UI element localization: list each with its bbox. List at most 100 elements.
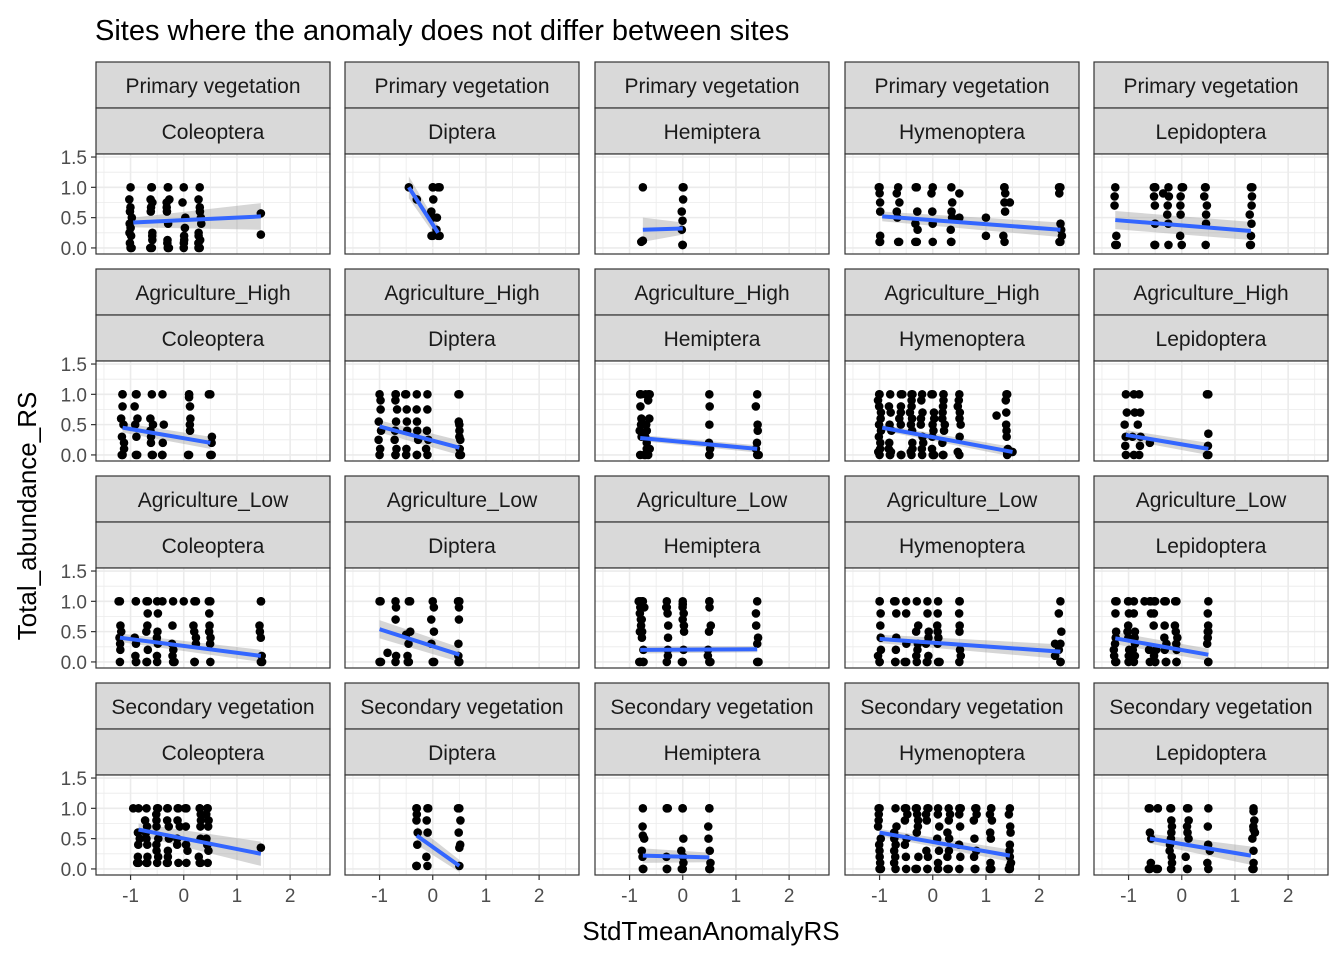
data-point	[1204, 804, 1213, 813]
data-point	[455, 420, 464, 429]
data-point	[374, 417, 384, 426]
strip-col	[594, 107, 830, 155]
data-point	[256, 843, 266, 853]
y-tick-label: 1.0	[61, 799, 87, 820]
data-point	[128, 804, 138, 813]
data-point	[203, 804, 212, 813]
strip-row	[594, 475, 830, 523]
data-point	[912, 657, 922, 667]
data-point	[705, 846, 715, 856]
data-point	[1005, 861, 1015, 871]
facet-panel: Secondary vegetation Hemiptera -1 0 1 2	[594, 682, 830, 907]
data-point	[115, 597, 125, 606]
data-point	[428, 597, 438, 606]
data-point	[1000, 183, 1009, 192]
data-point	[914, 852, 923, 862]
data-point	[1249, 807, 1258, 816]
data-point	[1110, 597, 1120, 606]
data-point	[134, 858, 143, 868]
x-tick-label: 2	[534, 886, 545, 907]
facet-panel: Secondary vegetation Hymenoptera -1 0 1 2	[844, 682, 1080, 907]
x-tick-label: 0	[677, 886, 688, 907]
data-point	[1166, 864, 1176, 874]
data-point	[933, 597, 943, 606]
data-point	[1160, 633, 1169, 642]
data-point	[955, 627, 964, 636]
data-point	[185, 402, 195, 411]
data-point	[955, 189, 964, 198]
data-point	[1005, 822, 1015, 831]
fit-line	[122, 425, 211, 445]
data-point	[194, 228, 203, 238]
data-point	[913, 822, 923, 831]
data-point	[1170, 621, 1180, 630]
strip-col-label: Lepidoptera	[1156, 328, 1267, 351]
data-point	[916, 420, 926, 429]
data-point	[932, 621, 942, 630]
data-point	[412, 426, 422, 435]
data-point	[455, 843, 464, 853]
data-point	[118, 402, 127, 411]
data-point	[433, 183, 443, 192]
x-tick-label: -1	[122, 886, 139, 907]
data-point	[901, 609, 911, 618]
data-point	[924, 633, 933, 642]
data-point	[901, 852, 911, 862]
panel-border	[95, 774, 331, 876]
data-point	[923, 609, 932, 618]
data-point	[1145, 804, 1155, 813]
data-point	[196, 816, 206, 825]
data-point	[1150, 201, 1160, 210]
data-point	[891, 864, 900, 874]
data-point	[133, 414, 142, 423]
data-point	[638, 831, 648, 840]
data-point	[1246, 240, 1256, 250]
data-point	[375, 450, 384, 460]
data-point	[195, 243, 205, 253]
data-point	[933, 810, 943, 819]
data-point	[131, 597, 141, 606]
data-point	[153, 834, 163, 843]
data-point	[875, 597, 884, 606]
data-point	[189, 621, 198, 630]
panel-border	[344, 774, 580, 876]
data-point	[1150, 240, 1160, 250]
data-point	[752, 438, 762, 448]
fit-line	[138, 827, 262, 856]
data-point	[637, 846, 647, 856]
data-point	[637, 633, 647, 642]
data-point	[1175, 231, 1185, 241]
data-point	[117, 432, 127, 442]
strip-row-label: Agriculture_High	[1133, 282, 1288, 305]
data-point	[1050, 639, 1060, 649]
data-point	[423, 450, 432, 460]
strip-row	[594, 268, 830, 316]
data-point	[126, 183, 135, 192]
strip-row-label: Agriculture_Low	[1136, 489, 1287, 512]
data-point	[1247, 192, 1257, 201]
data-point	[939, 390, 948, 399]
data-point	[168, 597, 178, 606]
data-point	[705, 450, 714, 460]
data-point	[195, 858, 205, 868]
data-point	[934, 846, 944, 856]
fit-line	[119, 635, 262, 658]
data-point	[1005, 840, 1015, 849]
data-point	[391, 615, 400, 624]
data-point	[126, 203, 135, 212]
data-point	[643, 396, 653, 405]
data-point	[256, 230, 266, 239]
x-tick-label: -1	[1120, 886, 1137, 907]
data-point	[1203, 609, 1213, 618]
data-point	[147, 450, 157, 460]
data-point	[115, 657, 125, 667]
data-point	[1150, 657, 1160, 667]
x-tick-label: 1	[481, 886, 492, 907]
data-point	[892, 207, 902, 216]
data-point	[1246, 231, 1256, 241]
data-point	[678, 600, 688, 609]
data-point	[663, 633, 673, 642]
data-point	[1145, 828, 1155, 837]
data-point	[703, 822, 713, 831]
data-point	[182, 858, 191, 868]
